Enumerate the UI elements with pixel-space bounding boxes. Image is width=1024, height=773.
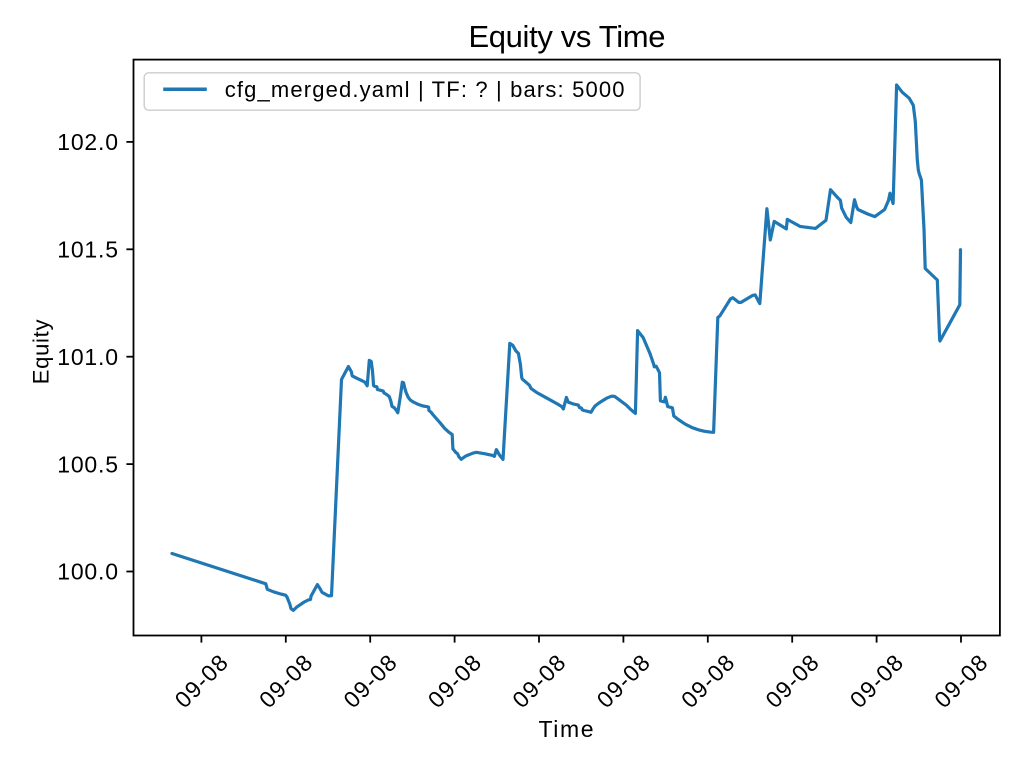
svg-text:Time: Time (538, 716, 595, 742)
svg-text:101.0: 101.0 (57, 344, 119, 370)
svg-text:101.5: 101.5 (57, 237, 119, 263)
svg-text:cfg_merged.yaml | TF: ? | bars: cfg_merged.yaml | TF: ? | bars: 5000 (225, 77, 626, 102)
svg-text:Equity: Equity (29, 319, 54, 384)
svg-text:102.0: 102.0 (57, 129, 119, 155)
svg-text:100.0: 100.0 (57, 559, 119, 585)
svg-text:100.5: 100.5 (57, 451, 119, 477)
svg-text:Equity vs Time: Equity vs Time (468, 19, 665, 54)
